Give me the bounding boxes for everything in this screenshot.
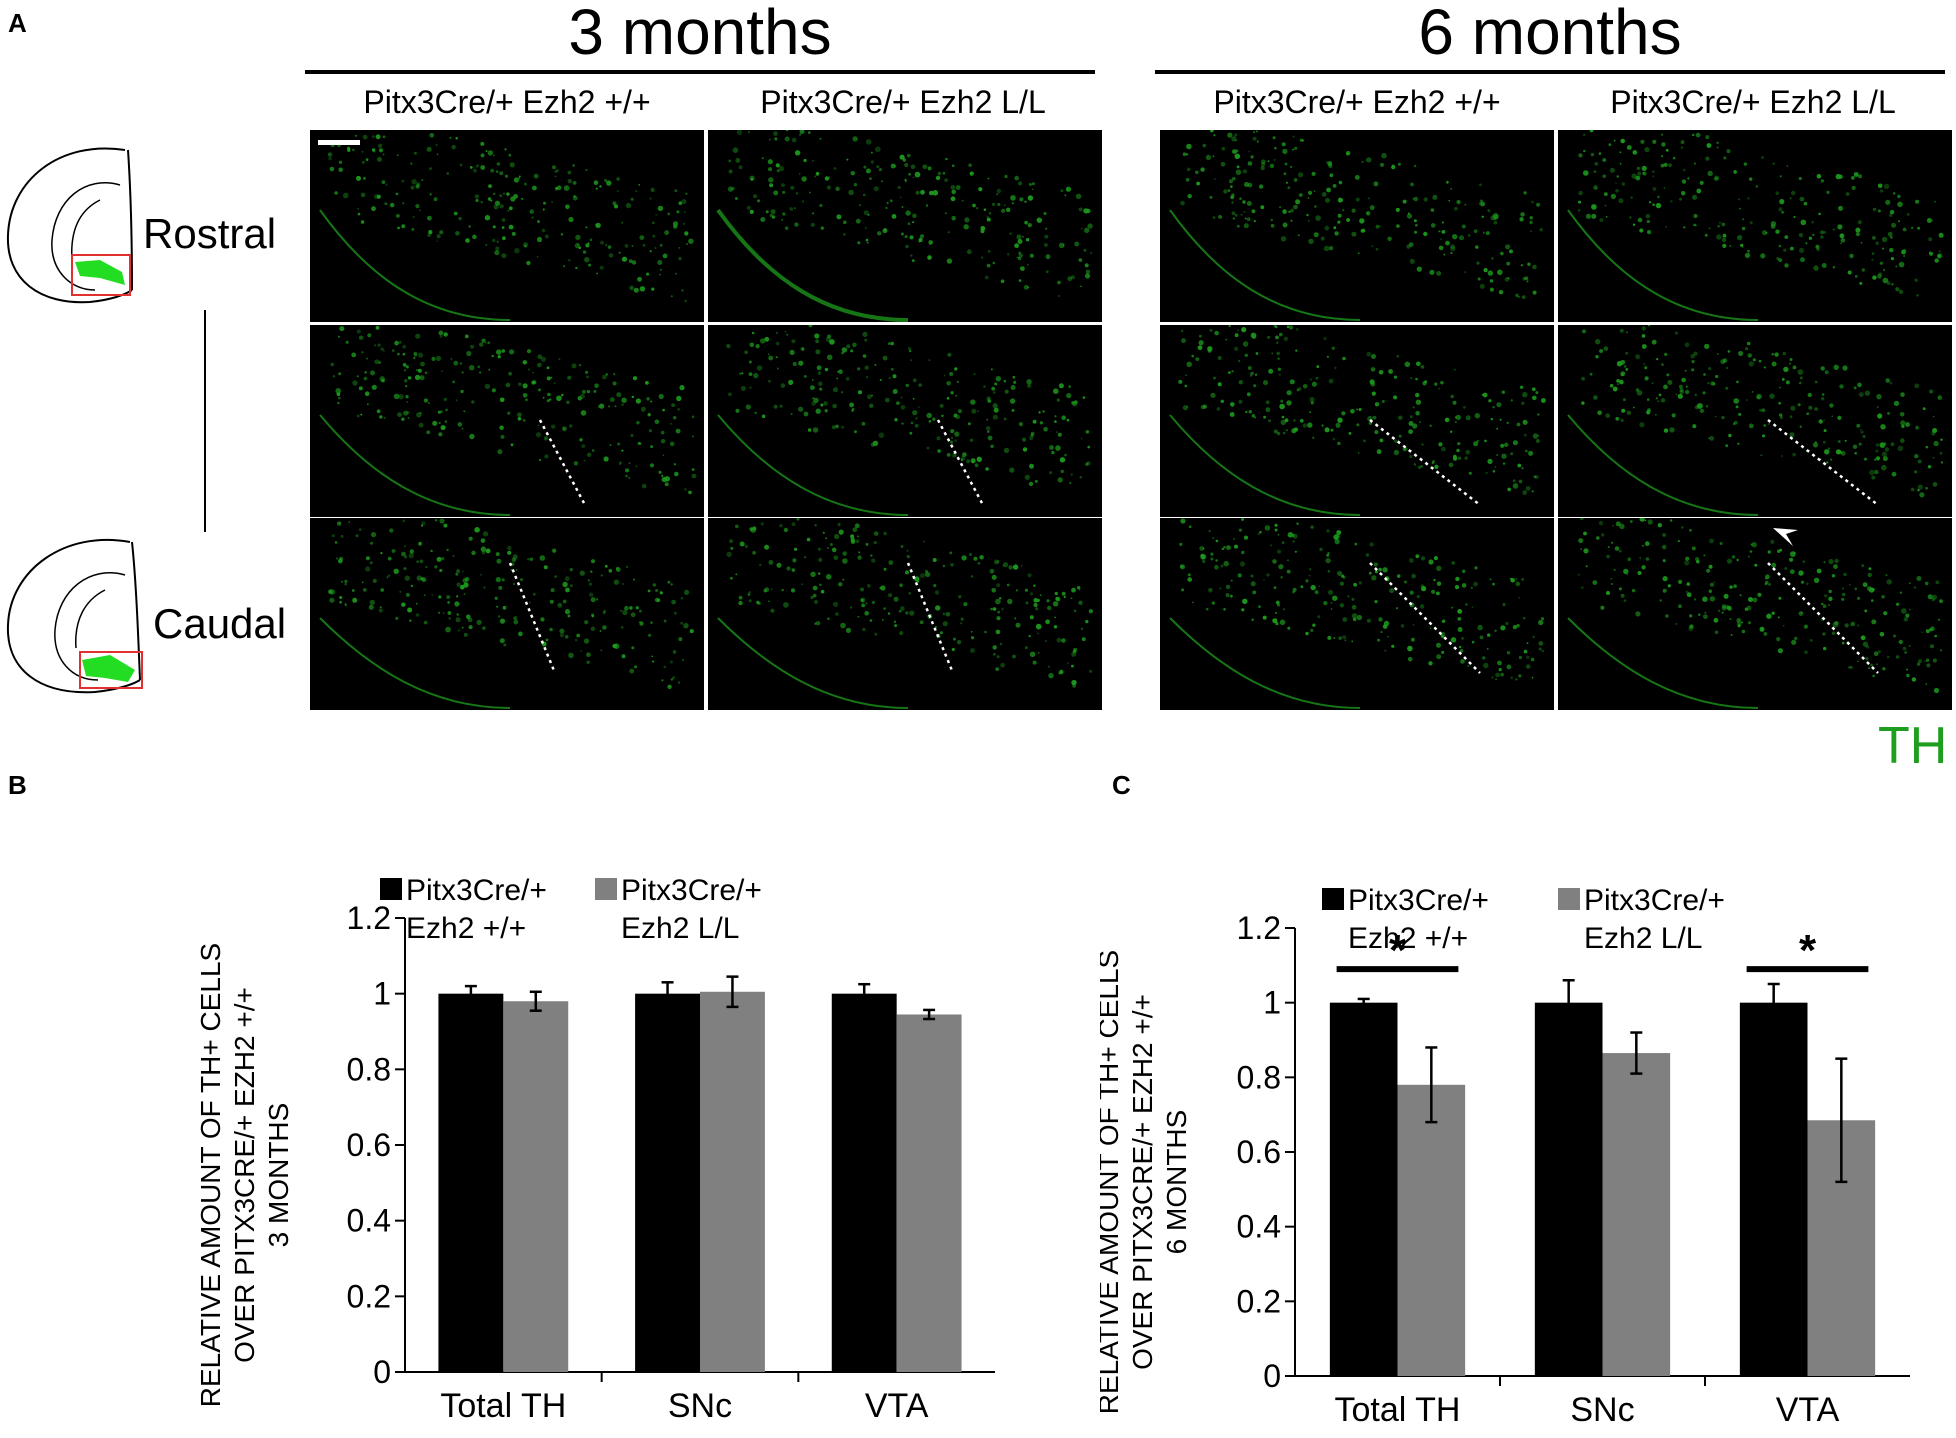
y-tick-label-0: 0 [373,1354,391,1390]
legend-label-0-0: Pitx3Cre/+ [1348,884,1489,917]
bar-0-1 [1397,1084,1466,1376]
y-tick-label-2: 0.4 [1237,1209,1281,1245]
micrograph-r3-c1 [310,518,704,710]
micrograph-r3-c4 [1558,518,1952,710]
legend-swatch-0 [1322,888,1344,910]
legend-label-1-0: Pitx3Cre/+ [621,874,762,907]
y-tick-label-4: 0.8 [1237,1059,1281,1095]
brain-schematic-caudal-icon [6,538,143,694]
y-axis-label-line-0: RELATIVE AMOUNT OF TH+ CELLS [195,943,226,1407]
significance-star-0: * [1389,926,1407,975]
y-tick-label-5: 1 [1263,985,1281,1021]
column-label-3m-ll: Pitx3Cre/+ Ezh2 L/L [760,84,1046,120]
chart-c: 0 0.2 0.4 0.6 0.8 1 1.2 Total TH * SNc VTA * RELATIV… [1100,884,1910,1429]
legend-label-0-0: Pitx3Cre/+ [406,874,547,907]
brain-schematic-rostral-icon [6,147,133,304]
micrograph-r2-c2 [708,325,1102,517]
y-tick-label-1: 0.2 [1237,1283,1281,1319]
column-label-6m-ll: Pitx3Cre/+ Ezh2 L/L [1610,84,1896,120]
bar-0-0 [438,993,504,1372]
group-title-6-months: 6 months [1418,0,1682,68]
bar-2-1 [896,1014,962,1372]
legend-swatch-1 [595,878,617,900]
x-tick-label-0: Total TH [1335,1391,1461,1429]
x-tick-label-2: VTA [865,1387,929,1425]
y-tick-label-5: 1 [373,976,391,1012]
y-axis-label-line-2: 6 MONTHS [1161,1110,1192,1255]
group-title-3-months: 3 months [568,0,832,68]
bar-0-0 [1329,1002,1398,1376]
column-label-3m-wt: Pitx3Cre/+ Ezh2 +/+ [363,84,651,120]
rostral-caudal-axis-line [204,310,206,532]
bar-1-1 [1602,1053,1671,1376]
row-label-rostral: Rostral [143,210,277,257]
bar-1-1 [700,991,765,1372]
row-label-caudal: Caudal [153,600,287,647]
y-tick-label-2: 0.4 [347,1203,391,1239]
legend-label-0-1: Ezh2 +/+ [406,912,526,945]
y-tick-label-0: 0 [1263,1358,1281,1394]
y-tick-label-3: 0.6 [347,1127,391,1163]
chart-b: 0 0.2 0.4 0.6 0.8 1 1.2 Total TH SNc VTA RELATIVE … [195,874,995,1425]
micrograph-r1-c4 [1558,130,1952,322]
micrograph-r2-c3 [1160,325,1554,517]
micrograph-r1-c1 [310,130,704,322]
y-axis-label-line-2: 3 MONTHS [263,1103,294,1248]
micrograph-r1-c3 [1160,130,1554,322]
bar-2-0 [831,993,897,1372]
y-tick-label-4: 0.8 [347,1051,391,1087]
x-tick-label-2: VTA [1776,1391,1840,1429]
x-tick-label-1: SNc [668,1387,732,1425]
significance-star-2: * [1799,926,1817,975]
legend-label-1-1: Ezh2 L/L [1584,922,1702,955]
x-tick-label-0: Total TH [440,1387,566,1425]
micrograph-r3-c2 [708,518,1102,710]
legend-label-0-1: Ezh2 +/+ [1348,922,1468,955]
legend-swatch-0 [380,878,402,900]
y-axis-label-line-1: OVER PITX3CRE/+ EZH2 +/+ [1127,994,1158,1370]
stain-label-th: TH [1878,717,1948,775]
panel-b-letter: B [8,770,27,800]
legend-label-1-0: Pitx3Cre/+ [1584,884,1725,917]
legend-swatch-1 [1558,888,1580,910]
column-label-6m-wt: Pitx3Cre/+ Ezh2 +/+ [1213,84,1501,120]
group-rule-6-months [1155,70,1945,74]
y-tick-label-6: 1.2 [1237,910,1281,946]
micrograph-r2-c4 [1558,325,1952,517]
x-tick-label-1: SNc [1570,1391,1634,1429]
bar-1-0 [1534,1002,1603,1376]
bar-2-0 [1739,1002,1808,1376]
micrograph-r3-c3 [1160,518,1554,710]
group-rule-3-months [305,70,1095,74]
y-tick-label-3: 0.6 [1237,1134,1281,1170]
bar-1-0 [635,993,700,1372]
bar-0-1 [503,1001,569,1372]
y-axis-label-line-1: OVER PITX3CRE/+ EZH2 +/+ [229,987,260,1363]
y-tick-label-6: 1.2 [347,900,391,936]
panel-a-letter: A [8,8,27,38]
y-axis-label-line-0: RELATIVE AMOUNT OF TH+ CELLS [1100,950,1124,1414]
legend-label-1-1: Ezh2 L/L [621,912,739,945]
y-tick-label-1: 0.2 [347,1278,391,1314]
micrograph-r2-c1 [310,325,704,517]
panel-c-letter: C [1112,770,1131,800]
micrograph-r1-c2 [708,130,1102,322]
